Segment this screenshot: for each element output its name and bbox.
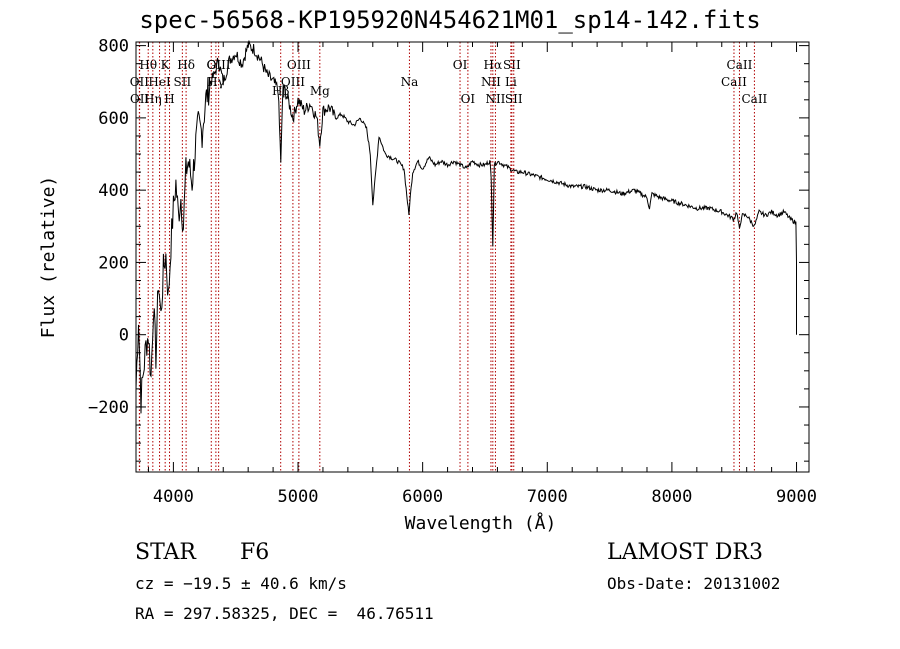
survey-name: LAMOST DR3 (607, 540, 763, 565)
line-label-14: OIII (287, 58, 311, 72)
object-subclass: F6 (240, 540, 270, 565)
y-tick-label-1: 0 (119, 326, 129, 346)
x-axis-label: Wavelength (Å) (405, 512, 557, 534)
line-label-26: CaII (727, 58, 753, 72)
obs-date: Obs-Date: 20131002 (607, 574, 781, 593)
line-label-5: K (161, 58, 171, 72)
y-tick-label-5: 800 (98, 37, 129, 57)
line-label-3: Hη (144, 92, 162, 106)
x-tick-label-0: 4000 (153, 487, 194, 507)
line-label-20: Hα (484, 58, 503, 72)
spectrum-line (135, 40, 797, 414)
line-label-7: SII (174, 75, 192, 89)
redshift-label: cz = −19.5 ± 40.6 km/s (135, 574, 347, 593)
x-tick-label-2: 6000 (402, 487, 443, 507)
x-tick-label-5: 9000 (776, 487, 817, 507)
line-label-4: HeI (148, 75, 171, 89)
line-label-27: CaII (741, 92, 767, 106)
line-label-24: SII (505, 92, 523, 106)
line-label-6: H (164, 92, 174, 106)
y-axis-label: Flux (relative) (38, 176, 59, 339)
x-tick-label-1: 5000 (278, 487, 319, 507)
line-label-25: CaII (721, 75, 747, 89)
x-tick-label-4: 8000 (651, 487, 692, 507)
y-tick-label-4: 600 (98, 109, 129, 129)
coordinates: RA = 297.58325, DEC = 46.76511 (135, 604, 434, 623)
line-label-8: Hδ (177, 58, 195, 72)
y-tick-label-3: 400 (98, 181, 129, 201)
line-label-2: Hθ (139, 58, 157, 72)
y-tick-label-0: −200 (88, 398, 129, 418)
line-label-16: Na (401, 75, 419, 89)
object-class: STAR (135, 540, 196, 565)
line-label-15: Mg (310, 84, 330, 98)
plot-frame (135, 41, 810, 473)
line-label-21: NII (485, 92, 505, 106)
chart-title: spec-56568-KP195920N454621M01_sp14-142.f… (139, 6, 761, 34)
line-label-9: G (206, 58, 216, 72)
line-label-1: OII (130, 92, 150, 106)
line-label-17: OI (453, 58, 468, 72)
line-label-22: Li (505, 75, 517, 89)
y-tick-label-2: 200 (98, 253, 129, 273)
line-label-23: SII (503, 58, 521, 72)
line-label-18: OI (461, 92, 476, 106)
line-label-19: NII (481, 75, 501, 89)
x-tick-label-3: 7000 (527, 487, 568, 507)
